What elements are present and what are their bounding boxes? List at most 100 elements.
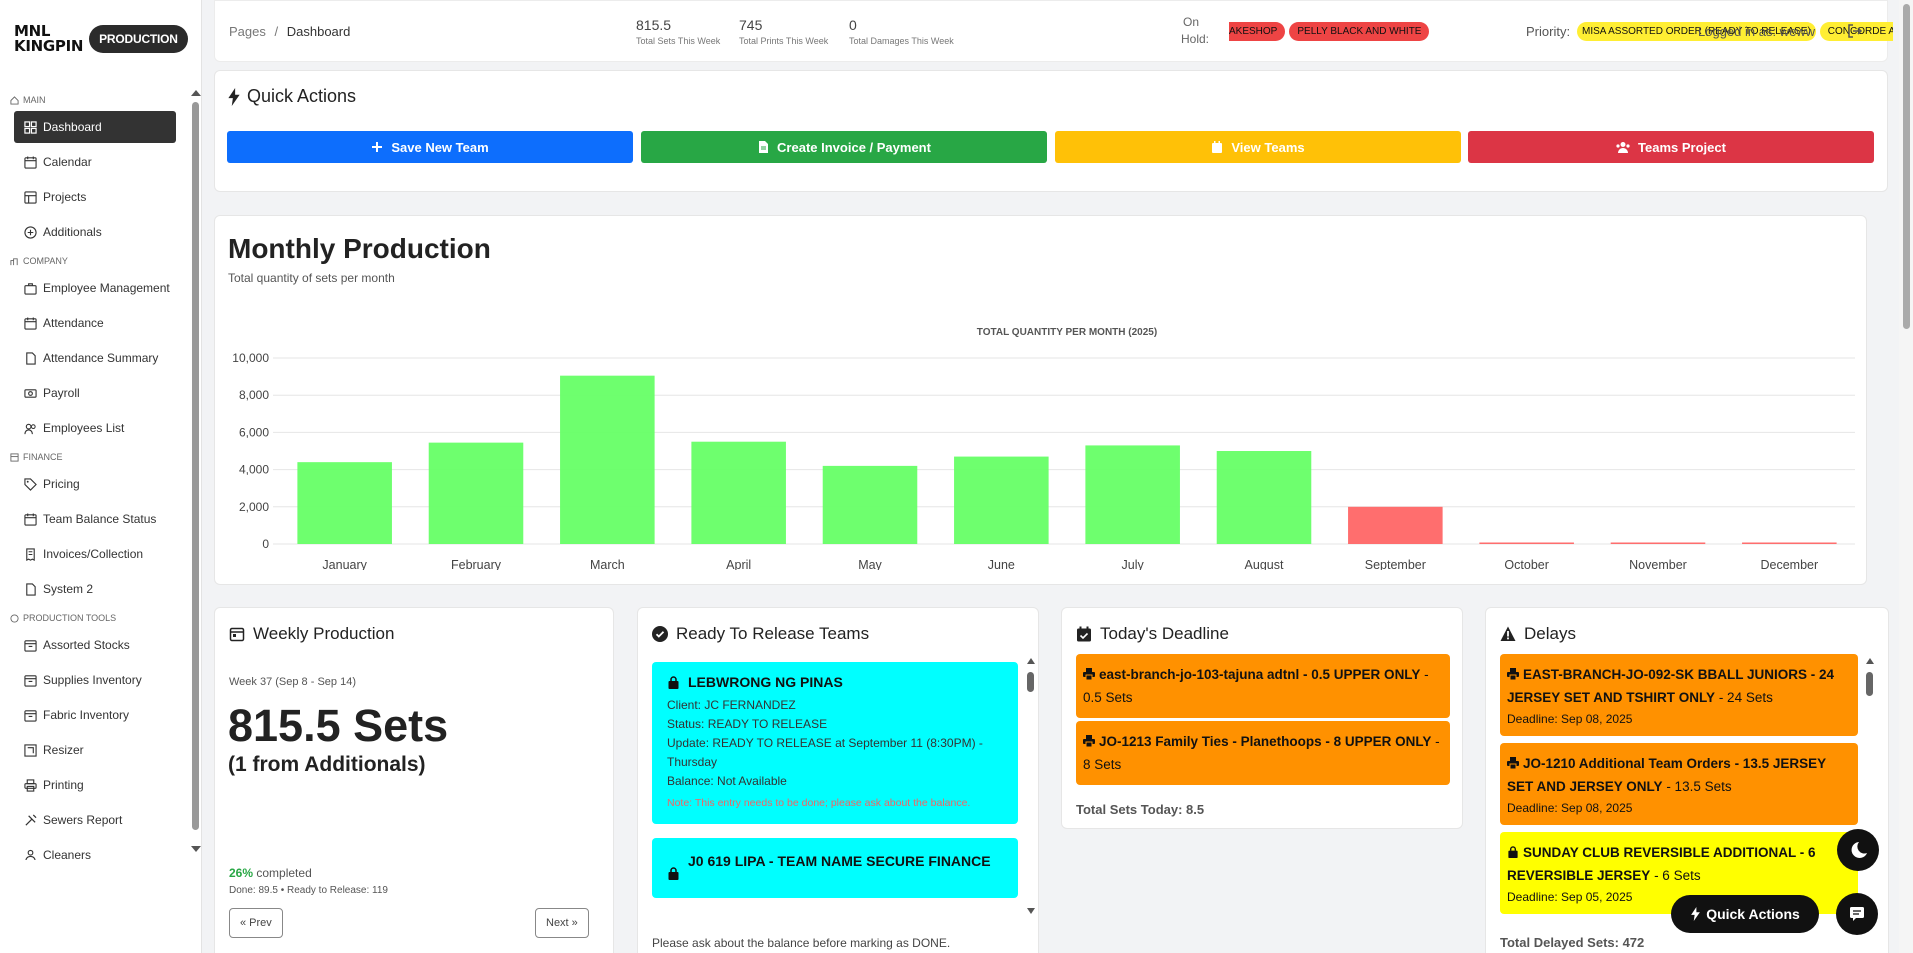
deadline-item[interactable]: JO-1213 Family Ties - Planethoops - 8 UP… (1076, 721, 1450, 785)
sidebar-item-label: Additionals (43, 225, 102, 239)
chat-button[interactable] (1836, 893, 1878, 935)
section-icon (10, 257, 18, 265)
deadline-item[interactable]: east-branch-jo-103-tajuna adtnl - 0.5 UP… (1076, 654, 1450, 718)
x-tick-label: September (1365, 558, 1426, 570)
sidebar-item-label: Cleaners (43, 848, 92, 860)
on-hold-pill[interactable]: AKESHOP (1229, 22, 1286, 41)
x-tick-label: August (1245, 558, 1284, 570)
delay-item[interactable]: EAST-BRANCH-JO-092-SK BBALL JUNIORS - 24… (1500, 654, 1858, 736)
plus-circle-icon (24, 225, 37, 239)
bar-march (560, 375, 655, 544)
ready-list-scrollbar[interactable] (1026, 658, 1036, 914)
sidebar-item-resizer[interactable]: Resizer (14, 734, 176, 766)
prev-week-button[interactable]: « Prev (229, 908, 283, 938)
scroll-up-arrow[interactable] (1866, 658, 1874, 664)
tools-icon (25, 814, 37, 826)
scroll-down-arrow[interactable] (1027, 908, 1035, 914)
top-header: Pages / Dashboard 815.5 Total Sets This … (214, 0, 1893, 62)
sidebar-item-label: Invoices/Collection (43, 547, 144, 561)
warning-icon (1500, 626, 1516, 641)
next-week-button[interactable]: Next » (535, 908, 589, 938)
monthly-production-subtitle: Total quantity of sets per month (228, 271, 395, 285)
sidebar-item-attendance-summary[interactable]: Attendance Summary (14, 342, 176, 374)
delays-list-scrollbar[interactable] (1865, 658, 1875, 858)
sidebar-item-employees-list[interactable]: Employees List (14, 412, 176, 444)
save-new-team-button[interactable]: Save New Team (227, 131, 633, 163)
sidebar-item-assorted-stocks[interactable]: Assorted Stocks (14, 629, 176, 661)
sidebar-item-attendance[interactable]: Attendance (14, 307, 176, 339)
sidebar-item-dashboard[interactable]: Dashboard (14, 111, 176, 143)
logo-text: MNL KINGPIN (14, 22, 84, 55)
delay-item[interactable]: JO-1210 Additional Team Orders - 13.5 JE… (1500, 743, 1858, 825)
chat-icon (1850, 907, 1864, 921)
page-scrollbar[interactable] (1899, 0, 1913, 953)
sidebar-item-invoices-collection[interactable]: Invoices/Collection (14, 538, 176, 570)
sidebar-item-projects[interactable]: Projects (14, 181, 176, 213)
quick-actions-card: Quick Actions Save New Team Create Invoi… (214, 70, 1888, 192)
delay-item-sets: - 13.5 Sets (1666, 779, 1732, 794)
sidebar-item-fabric-inventory[interactable]: Fabric Inventory (14, 699, 176, 731)
x-tick-label: April (726, 558, 751, 570)
section-icon (10, 95, 19, 105)
scroll-down-arrow[interactable] (191, 846, 201, 852)
view-teams-button[interactable]: View Teams (1055, 131, 1461, 163)
y-tick-label: 4,000 (239, 463, 269, 477)
delay-item-sets: - 24 Sets (1718, 690, 1773, 705)
logo[interactable]: MNL KINGPIN PRODUCTION (14, 24, 188, 54)
week-range: Week 37 (Sep 8 - Sep 14) (229, 676, 356, 688)
sidebar-item-employee-management[interactable]: Employee Management (14, 272, 176, 304)
y-tick-label: 10,000 (232, 351, 269, 365)
ready-team-item[interactable]: LEBWRONG NG PINAS Client: JC FERNANDEZ S… (652, 662, 1018, 824)
lock-icon (668, 675, 679, 689)
sidebar-item-printing[interactable]: Printing (14, 769, 176, 801)
stat-total-prints: 745 Total Prints This Week (739, 17, 829, 46)
sidebar-item-label: Dashboard (43, 120, 102, 134)
sidebar-scrollbar[interactable] (190, 88, 202, 860)
deadline-item-sets: - 0.5 Sets (1083, 667, 1429, 705)
deadline-item-name: east-branch-jo-103-tajuna adtnl - 0.5 UP… (1099, 667, 1421, 682)
sidebar-item-cleaners[interactable]: Cleaners (14, 839, 176, 860)
money-icon (24, 388, 37, 398)
sidebar-item-system-2[interactable]: System 2 (14, 573, 176, 605)
todays-deadline-card: Today's Deadline east-branch-jo-103-taju… (1061, 607, 1463, 829)
lock-icon (1508, 846, 1518, 858)
quick-actions-fab[interactable]: Quick Actions (1671, 895, 1819, 933)
weekly-additionals: (1 from Additionals) (228, 753, 426, 776)
stat-total-sets: 815.5 Total Sets This Week (636, 17, 721, 46)
ready-to-release-list: LEBWRONG NG PINAS Client: JC FERNANDEZ S… (652, 662, 1018, 930)
bar-november (1610, 542, 1706, 544)
logout-icon[interactable] (1847, 23, 1863, 39)
monthly-production-card: Monthly Production Total quantity of set… (214, 215, 1867, 585)
x-tick-label: November (1629, 558, 1687, 570)
check-circle-icon (652, 626, 668, 642)
moon-icon (1851, 842, 1867, 858)
x-tick-label: March (590, 558, 625, 570)
scroll-thumb[interactable] (1866, 672, 1873, 696)
sidebar-item-team-balance-status[interactable]: Team Balance Status (14, 503, 176, 535)
cleaner-icon (25, 849, 36, 860)
delays-title: Delays (1500, 624, 1576, 644)
sidebar-item-supplies-inventory[interactable]: Supplies Inventory (14, 664, 176, 696)
on-hold-ticker: AKESHOP PELLY BLACK AND WHITE (1229, 21, 1429, 43)
sidebar-item-sewers-report[interactable]: Sewers Report (14, 804, 176, 836)
teams-project-button[interactable]: Teams Project (1468, 131, 1874, 163)
scroll-thumb[interactable] (192, 102, 199, 830)
breadcrumb-separator: / (274, 24, 279, 39)
scroll-up-arrow[interactable] (191, 90, 201, 96)
bolt-icon (1691, 907, 1701, 921)
sidebar-item-calendar[interactable]: Calendar (14, 146, 176, 178)
scroll-up-arrow[interactable] (1027, 658, 1035, 664)
on-hold-pill[interactable]: PELLY BLACK AND WHITE (1289, 22, 1429, 41)
scroll-thumb[interactable] (1027, 672, 1034, 692)
sidebar-item-pricing[interactable]: Pricing (14, 468, 176, 500)
todays-deadline-title: Today's Deadline (1076, 624, 1229, 644)
ready-team-item[interactable]: J0 619 LIPA - TEAM NAME SECURE FINANCE (652, 838, 1018, 898)
create-invoice-button[interactable]: Create Invoice / Payment (641, 131, 1047, 163)
priority-pill[interactable]: MISA ASSORTED ORDER (READY TO RELEASE) (1577, 22, 1816, 41)
dark-mode-toggle[interactable] (1837, 829, 1879, 871)
sidebar-item-label: Pricing (43, 477, 80, 491)
sidebar-item-payroll[interactable]: Payroll (14, 377, 176, 409)
breadcrumb-root[interactable]: Pages (229, 24, 266, 39)
sidebar-item-additionals[interactable]: Additionals (14, 216, 176, 248)
page-scroll-thumb[interactable] (1903, 4, 1910, 329)
